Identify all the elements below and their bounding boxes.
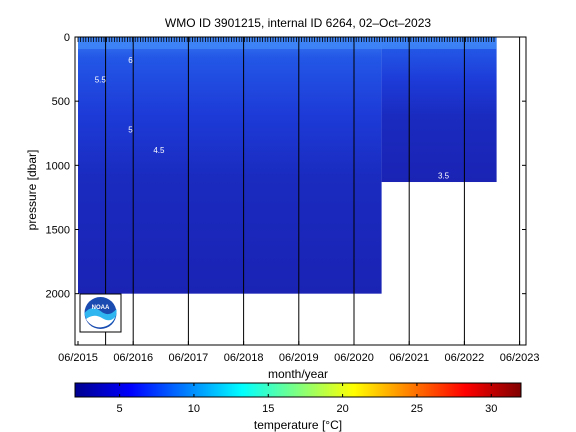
colorbar-tick-label: 20 — [336, 403, 348, 415]
chart-title: WMO ID 3901215, internal ID 6264, 02–Oct… — [165, 16, 431, 30]
colorbar-tick-label: 10 — [188, 403, 200, 415]
isotherm-label: 5.5 — [95, 75, 107, 84]
x-axis-label: month/year — [268, 367, 328, 381]
data-coverage — [78, 37, 497, 294]
x-tick-label: 06/2023 — [500, 352, 540, 364]
colorbar-tick-label: 30 — [485, 403, 497, 415]
coverage-block — [381, 37, 497, 183]
x-tick-label: 06/2019 — [279, 352, 319, 364]
colorbar-gradient — [74, 382, 522, 398]
plot-area — [77, 37, 521, 345]
isotherm-label: 6 — [128, 56, 133, 65]
x-tick-label: 06/2020 — [334, 352, 374, 364]
y-tick-label: 0 — [64, 32, 70, 44]
colorbar: 5 10 15 20 25 30 temperature [°C] — [74, 382, 522, 432]
plot-frame — [74, 36, 527, 346]
colorbar-ticks: 5 10 15 20 25 30 — [117, 383, 497, 415]
x-tick-label: 06/2018 — [224, 352, 264, 364]
y-tick-label: 1000 — [46, 160, 70, 172]
y-tick-label: 500 — [52, 96, 70, 108]
isotherm-label: 5 — [128, 125, 133, 134]
noaa-logo: NOAA — [79, 293, 122, 333]
colorbar-label: temperature [°C] — [254, 418, 342, 432]
x-tick-label: 06/2022 — [445, 352, 485, 364]
x-tick-label: 06/2015 — [58, 352, 98, 364]
y-tick-label: 1500 — [46, 225, 70, 237]
isotherm-labels: 6 5.5 5 4.5 3.5 — [95, 56, 450, 181]
isotherm-label: 3.5 — [438, 172, 450, 181]
x-tick-label: 06/2016 — [113, 352, 153, 364]
y-axis-label: pressure [dbar] — [25, 150, 39, 231]
noaa-logo-text: NOAA — [92, 305, 110, 311]
x-axis: 06/2015 06/2016 06/2017 06/2018 06/2019 06/20… — [58, 341, 539, 364]
colorbar-tick-label: 5 — [117, 403, 123, 415]
surface-layer — [78, 37, 497, 49]
x-tick-label: 06/2021 — [389, 352, 429, 364]
y-tick-label: 2000 — [46, 289, 70, 301]
colorbar-tick-label: 25 — [411, 403, 423, 415]
profile-lines — [105, 37, 521, 345]
x-tick-label: 06/2017 — [169, 352, 209, 364]
y-axis: 0 500 1000 1500 2000 — [46, 32, 526, 301]
isotherm-label: 4.5 — [153, 146, 165, 155]
coverage-block — [78, 37, 382, 294]
profile-ticks — [77, 37, 495, 42]
colorbar-tick-label: 15 — [262, 403, 274, 415]
